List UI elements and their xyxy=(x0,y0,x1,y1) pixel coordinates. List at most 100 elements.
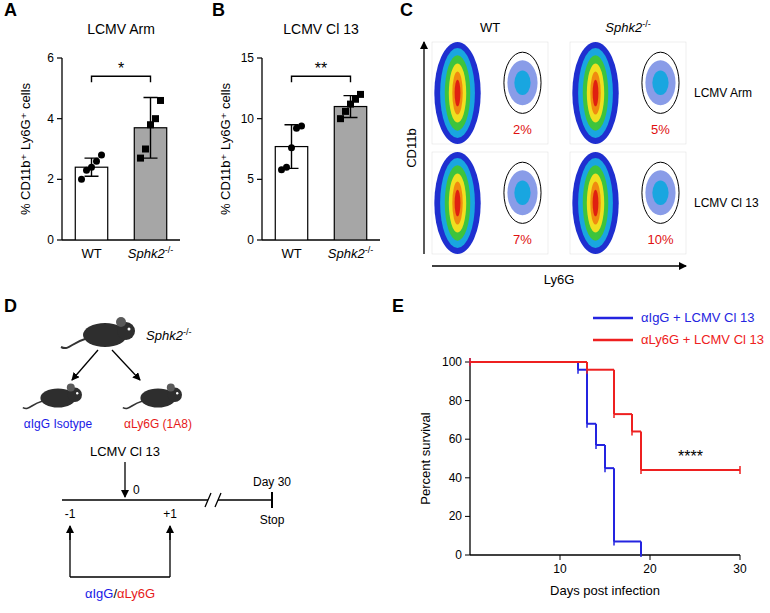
significance: * xyxy=(118,60,124,77)
mouse-tail xyxy=(123,401,142,408)
treatment-label: αIgG/αLy6G xyxy=(85,586,155,601)
y-tick-label: 80 xyxy=(449,394,463,408)
censor-mark xyxy=(640,551,642,557)
y-axis xyxy=(469,362,470,555)
treatment-part: αLy6G xyxy=(117,586,155,601)
axis-arrow xyxy=(432,265,686,266)
legend-label: αIgG + LCMV Cl 13 xyxy=(641,310,754,325)
y-tick-label: 100 xyxy=(442,355,462,369)
density xyxy=(583,55,609,130)
data-point xyxy=(93,158,100,165)
arrow xyxy=(112,350,140,380)
significance: **** xyxy=(678,448,703,465)
mouse-eye xyxy=(176,392,178,394)
data-point xyxy=(98,152,105,159)
flow-plot-area xyxy=(432,42,548,144)
timepoint-label: 0 xyxy=(133,483,140,497)
flow-plot-area xyxy=(432,152,548,254)
censor-mark xyxy=(631,427,633,435)
step-riser xyxy=(613,468,615,541)
censor-mark xyxy=(595,441,597,449)
x-tick xyxy=(650,555,651,560)
mouse-icon xyxy=(123,384,182,409)
gate-density xyxy=(514,71,530,95)
y-tick xyxy=(465,516,470,517)
arrow xyxy=(169,526,170,540)
y-tick-label: 5 xyxy=(247,172,254,186)
y-tick xyxy=(257,239,262,240)
data-point xyxy=(342,108,349,115)
timeline xyxy=(62,499,208,501)
censor-mark xyxy=(640,466,642,474)
gate-density xyxy=(645,60,675,105)
density xyxy=(440,48,475,138)
density xyxy=(590,72,600,115)
data-point xyxy=(142,146,149,153)
density xyxy=(590,182,600,225)
density xyxy=(434,152,480,254)
density xyxy=(587,173,604,232)
step-segment xyxy=(587,369,614,371)
y-tick xyxy=(57,118,62,119)
density xyxy=(452,72,462,115)
step-segment xyxy=(614,413,632,415)
y-tick xyxy=(257,118,262,119)
significance: ** xyxy=(315,60,327,77)
censor-mark xyxy=(586,366,588,374)
gate-percent: 7% xyxy=(513,232,532,247)
censor-mark xyxy=(613,537,615,545)
legend-label: αLy6G + LCMV Cl 13 xyxy=(641,332,764,347)
gate-density xyxy=(507,60,537,105)
flow-plot xyxy=(570,152,686,254)
censor-mark xyxy=(469,358,471,366)
x-tick-label: 10 xyxy=(553,562,567,576)
data-point xyxy=(88,164,95,171)
arrow xyxy=(69,526,70,540)
data-point xyxy=(298,122,305,129)
data-point xyxy=(137,155,144,162)
y-tick xyxy=(465,400,470,401)
density xyxy=(452,182,462,225)
y-tick-label: 0 xyxy=(455,548,462,562)
data-point xyxy=(152,115,159,122)
legend-swatch xyxy=(593,339,633,342)
category-label: WT xyxy=(81,246,101,261)
density xyxy=(440,158,475,248)
gate xyxy=(504,162,541,223)
mouse-ear xyxy=(167,384,175,392)
flow-plot-area xyxy=(570,42,686,144)
gate-density xyxy=(514,181,530,205)
y-tick-label: 15 xyxy=(241,51,255,65)
x-tick-label: 30 xyxy=(733,562,747,576)
density xyxy=(445,55,471,130)
density xyxy=(593,80,599,107)
timepoint-label: +1 xyxy=(163,507,177,521)
survival-lines xyxy=(470,358,740,557)
y-tick xyxy=(465,439,470,440)
panel-letter: A xyxy=(4,0,17,20)
y-axis-title: Percent survival xyxy=(418,412,433,505)
bar xyxy=(334,107,366,240)
mouse-icon xyxy=(61,317,135,348)
step-segment xyxy=(641,469,740,471)
step-segment xyxy=(596,444,605,446)
density xyxy=(593,190,599,217)
gate-density xyxy=(652,71,668,95)
chart-title: LCMV Cl 13 xyxy=(283,21,359,37)
gate-percent: 10% xyxy=(647,232,673,247)
data-point xyxy=(357,91,364,98)
censor-mark xyxy=(604,464,606,472)
density xyxy=(455,190,461,217)
y-tick-label: 2 xyxy=(47,172,54,186)
strain-label: Sphk2-/- xyxy=(146,327,191,343)
density xyxy=(578,158,613,248)
censor-mark xyxy=(739,466,741,474)
mouse-eye xyxy=(76,392,78,394)
step-segment xyxy=(587,423,596,425)
density xyxy=(578,48,613,138)
flow-plot-area xyxy=(570,152,686,254)
chart-title: LCMV Arm xyxy=(87,21,155,37)
gate-percent: 5% xyxy=(651,122,670,137)
density xyxy=(572,152,618,254)
category-label: WT xyxy=(281,246,301,261)
